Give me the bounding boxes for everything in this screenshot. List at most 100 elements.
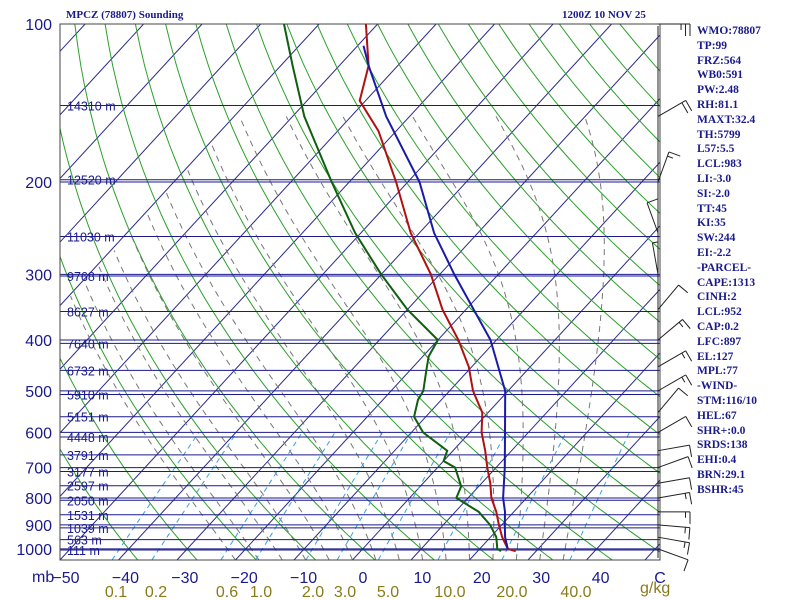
stat-item: RH:81.1: [697, 98, 739, 111]
height-label: 2597 m: [67, 480, 109, 494]
moist-adiabat-line: [562, 116, 605, 560]
height-label: 6732 m: [67, 364, 109, 378]
mixing-ratio-line: [305, 432, 383, 560]
stat-item: TP:99: [697, 39, 728, 52]
isotherm-line: [118, 24, 612, 560]
wind-barb: [657, 548, 689, 561]
pressure-unit-label: mb: [32, 569, 55, 586]
mixing-ratio-label: 20.0: [496, 584, 527, 600]
height-label: 3177 m: [67, 465, 109, 479]
wind-barb: [657, 284, 679, 310]
dry-adiabat-line: [60, 357, 198, 560]
moist-adiabat-line: [285, 116, 470, 560]
mixing-ratio-label: 3.0: [334, 584, 356, 600]
wind-barb-flag: [689, 492, 693, 505]
mixing-ratio-label: 40.0: [560, 584, 591, 600]
dry-adiabat-line: [346, 24, 660, 398]
stat-item: EHI:0.4: [697, 454, 737, 467]
isotherm-line: [60, 24, 203, 180]
wind-barb-flag: [678, 321, 684, 328]
dry-adiabat-line: [467, 24, 660, 250]
stat-item: SW:244: [697, 232, 736, 245]
wind-barb-flag: [678, 284, 689, 294]
dry-adiabat-line: [407, 24, 660, 323]
mixing-ratio-label: 0.1: [105, 584, 127, 600]
stat-item: WMO:78807: [697, 25, 761, 37]
stat-item: MAXT:32.4: [697, 113, 756, 126]
pressure-label: 600: [25, 425, 52, 442]
stat-item: LFC:897: [697, 335, 742, 348]
mixing-ratio-label: 2.0: [302, 584, 324, 600]
temperature-tick-label: −40: [112, 570, 139, 587]
stat-item: -PARCEL-: [697, 261, 752, 274]
pressure-label: 500: [25, 384, 52, 401]
temperature-tick-label: −30: [171, 570, 198, 587]
height-label: 11030 m: [67, 230, 115, 244]
dry-adiabat-line: [104, 24, 435, 560]
dry-adiabat-line: [256, 24, 660, 513]
pressure-label: 700: [25, 461, 52, 478]
wind-barb: [657, 524, 690, 529]
height-label: 5151 m: [67, 411, 109, 425]
station-title: MPCZ (78807) Sounding: [66, 9, 184, 21]
pressure-label: 800: [25, 491, 52, 508]
dry-adiabat-line: [195, 24, 613, 560]
dewpoint-trace: [283, 24, 502, 552]
wind-barb-flag: [667, 155, 674, 159]
isotherm-line: [235, 97, 660, 560]
wind-barb-flag: [689, 445, 693, 458]
wind-barb-flag: [682, 319, 691, 329]
isotherm-line: [60, 24, 554, 560]
wind-barb: [657, 477, 690, 484]
isotherm-line: [352, 225, 660, 560]
stat-item: MPL:77: [697, 365, 738, 378]
wind-barb-flag: [685, 374, 693, 386]
wind-barb-flag: [684, 493, 687, 500]
wind-barb-flag: [684, 527, 686, 534]
wind-barb-flag: [678, 387, 689, 397]
axis-labels: 100090080070060050040030020010016630 m14…: [16, 17, 666, 600]
stats-panel: WMO:78807 TP:99 FRZ:564 WB0:591 PW:2.48 RH:81…: [697, 24, 800, 498]
wind-barb: [651, 242, 659, 275]
moist-adiabat-line: [113, 250, 307, 560]
temperature-tick-label: 40: [592, 570, 610, 587]
height-label: 4448 m: [67, 431, 109, 445]
mixing-ratio-line: [336, 432, 413, 560]
stat-item: L57:5.5: [697, 143, 735, 156]
dry-adiabat-line: [60, 255, 257, 560]
stat-item: WB0:591: [697, 69, 743, 82]
temperature-tick-label: C: [654, 570, 666, 587]
stat-item: BSHR:45: [697, 483, 744, 496]
wind-barb-flag: [685, 100, 693, 112]
plot-frame: [59, 23, 661, 561]
wind-barb: [657, 151, 670, 183]
wind-barb: [657, 416, 686, 433]
temperature-tick-label: −20: [231, 570, 258, 587]
wind-barb: [657, 387, 679, 413]
pressure-label: 400: [25, 333, 52, 350]
stat-item: KI:35: [697, 217, 726, 230]
height-label: 563 m: [67, 534, 102, 548]
dry-adiabat-line: [134, 24, 494, 560]
height-label: 9768 m: [67, 270, 109, 284]
stat-item: TT:45: [697, 202, 727, 215]
moist-adiabat-line: [187, 170, 400, 560]
isotherm-line: [60, 24, 144, 116]
pressure-label: 300: [25, 267, 52, 284]
stat-item: EL:127: [697, 350, 734, 363]
wind-barb: [657, 319, 683, 341]
wind-barb-flag: [685, 350, 693, 362]
moist-adiabat-line: [146, 213, 353, 560]
dry-adiabat-line: [165, 24, 554, 560]
stat-item: CAP:0.2: [697, 320, 739, 333]
moist-adiabat-line: [211, 144, 424, 560]
mixing-ratio-line: [377, 432, 451, 560]
isotherm-line: [527, 415, 660, 560]
wind-barb: [657, 491, 690, 499]
stat-item: HEL:67: [697, 409, 737, 422]
wind-barb-flag: [686, 542, 691, 555]
temperature-tick-label: −50: [52, 570, 79, 587]
pressure-label: 900: [25, 518, 52, 535]
